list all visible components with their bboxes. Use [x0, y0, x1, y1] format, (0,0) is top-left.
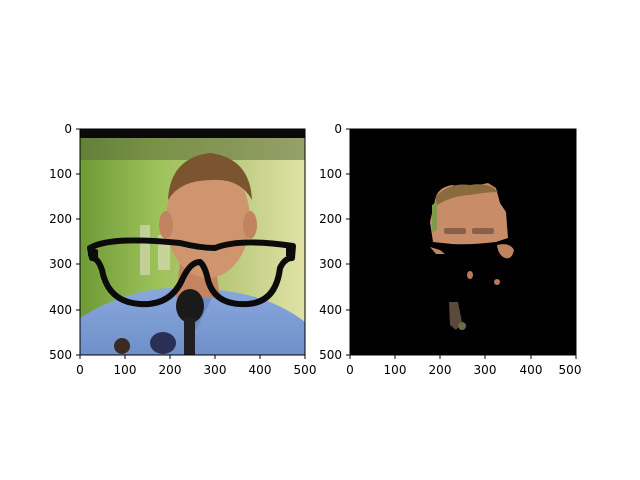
right-x-axis [349, 355, 577, 359]
tick-label: 100 [319, 167, 342, 181]
tick-label: 500 [49, 348, 72, 362]
tick-label: 200 [49, 212, 72, 226]
tick-label: 400 [319, 303, 342, 317]
tick-label: 400 [520, 363, 543, 377]
right-x-tick-labels: 0 100 200 300 400 500 [346, 363, 581, 377]
left-image-panel [80, 129, 305, 355]
right-image-panel [350, 129, 576, 355]
tick-label: 100 [114, 363, 137, 377]
tick-label: 200 [159, 363, 182, 377]
tick-label: 0 [334, 122, 342, 136]
tick-label: 300 [49, 257, 72, 271]
right-y-axis [346, 128, 350, 356]
tick-label: 400 [249, 363, 272, 377]
tick-label: 200 [429, 363, 452, 377]
right-image-frame [349, 128, 577, 356]
left-x-axis [79, 355, 306, 359]
left-y-tick-labels: 0 100 200 300 400 500 [49, 122, 72, 362]
tick-label: 0 [346, 363, 354, 377]
tick-label: 100 [49, 167, 72, 181]
tick-label: 300 [204, 363, 227, 377]
tick-label: 0 [64, 122, 72, 136]
tick-label: 400 [49, 303, 72, 317]
right-y-tick-labels: 0 100 200 300 400 500 [319, 122, 342, 362]
tick-label: 300 [319, 257, 342, 271]
tick-label: 0 [76, 363, 84, 377]
tick-label: 500 [319, 348, 342, 362]
tick-label: 500 [294, 363, 317, 377]
left-x-tick-labels: 0 100 200 300 400 500 [76, 363, 316, 377]
tick-label: 300 [474, 363, 497, 377]
tick-label: 500 [559, 363, 582, 377]
tick-label: 200 [319, 212, 342, 226]
left-y-axis [76, 128, 80, 356]
tick-label: 100 [384, 363, 407, 377]
left-image-frame [79, 128, 306, 356]
